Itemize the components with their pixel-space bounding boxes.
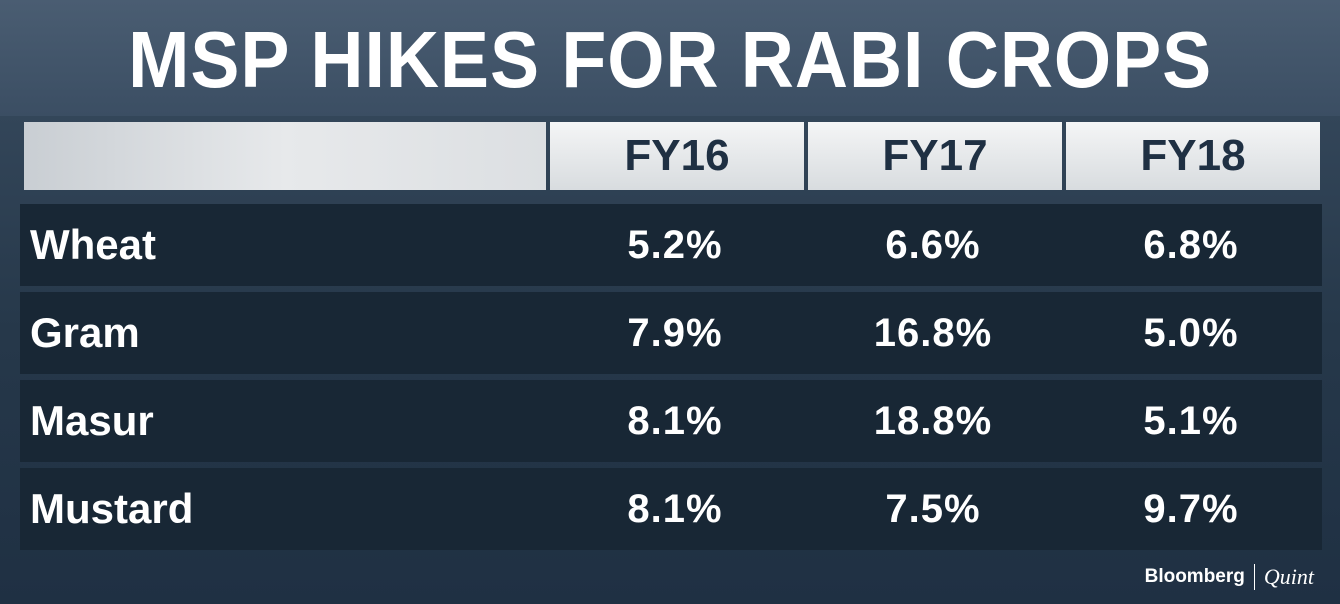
brand-logo: Bloomberg Quint — [1145, 564, 1314, 590]
cell-value: 7.9% — [627, 310, 723, 355]
brand-right: Quint — [1263, 564, 1314, 589]
cell-value: 16.8% — [873, 310, 993, 355]
cell-value: 8.1% — [627, 486, 723, 531]
table-row-gram: Gram 7.9% 16.8% 5.0% — [20, 292, 1322, 374]
title-bar: MSP HIKES FOR RABI CROPS — [0, 0, 1340, 116]
cell-value: 5.1% — [1143, 398, 1239, 443]
brand-divider — [1253, 564, 1255, 590]
brand-left: Bloomberg — [1144, 566, 1245, 587]
header-fy18: FY18 — [1066, 122, 1320, 190]
msp-table: FY16 FY17 FY18 Wheat 5.2% 6.6% 6.8% Gram… — [20, 122, 1322, 550]
cell-value: 6.6% — [885, 222, 981, 267]
cell-value: 5.2% — [627, 222, 723, 267]
cell-value: 9.7% — [1143, 486, 1239, 531]
table-header-row: FY16 FY17 FY18 — [20, 122, 1322, 190]
table-row-masur: Masur 8.1% 18.8% 5.1% — [20, 380, 1322, 462]
cell-value: 7.5% — [885, 486, 981, 531]
row-label: Gram — [30, 309, 140, 356]
cell-value: 8.1% — [627, 398, 723, 443]
row-label: Mustard — [30, 485, 194, 532]
row-label: Masur — [30, 397, 154, 444]
cell-value: 6.8% — [1143, 222, 1239, 267]
header-corner-cell — [24, 122, 546, 190]
cell-value: 5.0% — [1143, 310, 1239, 355]
row-label: Wheat — [30, 221, 156, 268]
chart-title: MSP HIKES FOR RABI CROPS — [128, 15, 1212, 104]
cell-value: 18.8% — [873, 398, 993, 443]
header-fy16: FY16 — [550, 122, 804, 190]
table-row-mustard: Mustard 8.1% 7.5% 9.7% — [20, 468, 1322, 550]
table-row-wheat: Wheat 5.2% 6.6% 6.8% — [20, 204, 1322, 286]
header-fy17: FY17 — [808, 122, 1062, 190]
